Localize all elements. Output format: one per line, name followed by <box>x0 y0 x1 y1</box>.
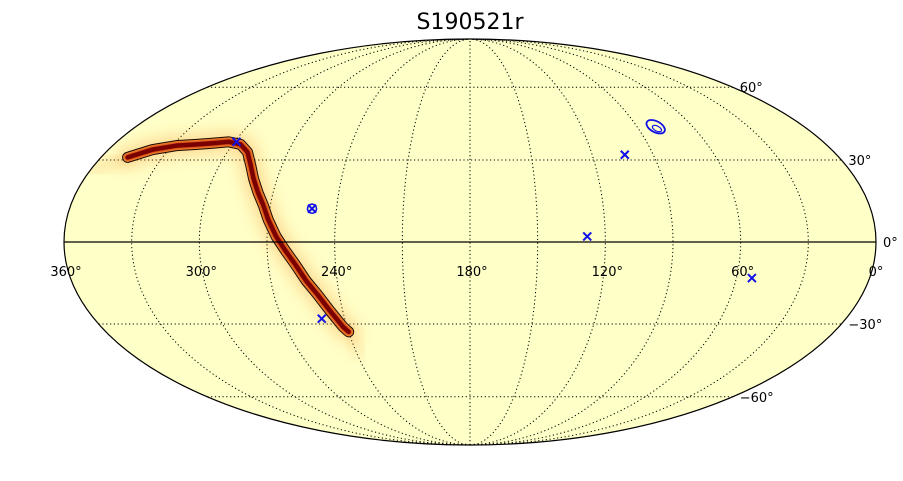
marker-2 <box>317 314 327 324</box>
band-core <box>125 139 351 335</box>
y-tick-label: 0° <box>883 236 898 251</box>
marker-3 <box>582 231 592 242</box>
x-tick-label: 360° <box>50 265 81 280</box>
x-tick-label: 0° <box>869 265 884 280</box>
x-tick-label: 180° <box>456 265 487 280</box>
band-tail <box>85 152 130 177</box>
marker-4 <box>620 150 630 160</box>
y-tick-label: 60° <box>740 81 763 96</box>
markers <box>231 119 757 324</box>
x-tick-label: 240° <box>321 265 352 280</box>
marker-1 <box>306 203 318 215</box>
y-tick-label: 30° <box>848 154 871 169</box>
meridian-210 <box>401 39 471 445</box>
tick-labels: 360° 300° 240° 180° 120° 60° 0° 60° 30° 0° −30° −60… <box>50 81 897 406</box>
marker-0 <box>231 137 242 147</box>
marker-6 <box>747 273 757 283</box>
x-tick-label: 120° <box>592 265 623 280</box>
y-tick-label: −60° <box>740 391 774 406</box>
probability-band <box>85 130 367 360</box>
meridian-270 <box>266 39 471 445</box>
y-tick-label: −30° <box>848 318 882 333</box>
graticule-grid <box>98 39 842 445</box>
meridian-120 <box>469 39 606 445</box>
chart-title: S190521r <box>417 10 525 35</box>
meridian-240 <box>334 39 471 445</box>
marker-5 <box>645 119 666 135</box>
x-tick-label: 300° <box>186 265 217 280</box>
meridian-90 <box>469 39 674 445</box>
meridian-150 <box>469 39 539 445</box>
x-tick-label: 60° <box>731 265 754 280</box>
